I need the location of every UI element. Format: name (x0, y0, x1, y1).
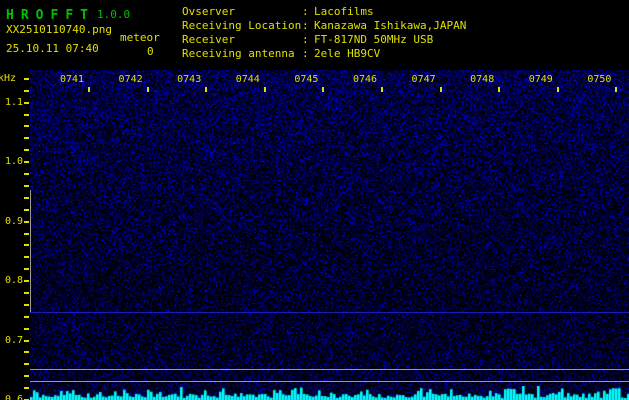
info-separator: : (302, 33, 309, 46)
y-axis-tick (24, 387, 29, 390)
app-title-letter-5: T (80, 8, 88, 23)
x-axis-time-label: 0748 (470, 74, 495, 85)
x-axis-tick (498, 87, 501, 92)
x-axis-time-label: 0745 (294, 74, 319, 85)
x-axis-tick (88, 87, 90, 92)
x-axis-tick (615, 87, 618, 92)
y-axis: kHz 1.1 1.0 0.9 0.8 0.7 0.6 (0, 70, 30, 400)
x-axis-time-label: 0747 (411, 74, 436, 85)
x-axis-tick (146, 87, 149, 92)
app-title-letter-1: R (20, 8, 29, 23)
y-axis-tick (24, 220, 29, 223)
y-axis-tick (24, 208, 29, 211)
y-axis-tick (24, 244, 29, 247)
y-axis-label: 0.9 (4, 215, 23, 227)
meteor-count-value: 0 (147, 45, 154, 58)
info-value: Lacofilms (314, 5, 374, 18)
noise-heatmap (30, 70, 629, 400)
info-value: 2ele HB9CV (314, 47, 381, 60)
app-version-label: 1.0.0 (96, 8, 131, 21)
y-axis-label: 0.8 (4, 275, 23, 287)
info-key: Receiving Location (182, 19, 302, 32)
y-axis-tick (24, 196, 29, 199)
amplitude-cursor-bar[interactable] (30, 190, 31, 312)
carrier-trace-line (30, 312, 629, 313)
x-axis-time-label: 0742 (118, 74, 143, 85)
y-axis-tick (24, 339, 29, 342)
info-value: FT-817ND 50MHz USB (314, 33, 434, 46)
x-axis-tick (381, 87, 383, 92)
y-axis-label: 1.0 (4, 156, 23, 168)
info-separator: : (302, 5, 309, 18)
app-title-letter-0: H (6, 8, 14, 23)
mode-label: meteor (120, 31, 160, 44)
y-axis-tick (24, 113, 29, 116)
info-separator: : (302, 47, 309, 60)
y-axis-tick (24, 291, 29, 294)
y-axis-tick (24, 232, 29, 235)
info-value: Kanazawa Ishikawa,JAPAN (314, 19, 467, 32)
x-axis-tick (322, 87, 325, 92)
y-axis-tick (24, 137, 29, 140)
header-panel: H R O F F T 1.0.0 XX2510110740.png 25.10.11 07… (0, 0, 629, 70)
y-axis-tick (24, 315, 29, 318)
y-axis-tick (24, 149, 29, 152)
y-axis-label: 0.7 (4, 334, 23, 346)
y-axis-tick (24, 303, 29, 306)
info-row: Receiver: FT-817ND 50MHz USB (182, 33, 466, 47)
info-row: Receiving Location: Kanazawa Ishikawa,JAP… (182, 19, 466, 33)
info-row: Receiving antenna:2ele HB9CV (182, 47, 466, 61)
y-axis-tick (24, 125, 29, 128)
y-axis-tick (24, 77, 29, 80)
x-axis-time-label: 0749 (528, 74, 553, 85)
y-axis-tick (24, 351, 29, 354)
y-axis-tick (24, 184, 29, 187)
y-axis-tick (24, 161, 29, 164)
y-axis-tick (24, 363, 29, 366)
y-axis-tick (24, 280, 29, 283)
info-row: Ovserver: Lacofilms (182, 5, 466, 19)
x-axis-tick (205, 87, 208, 92)
x-axis-time-label: 0741 (59, 74, 85, 85)
y-axis-unit-label: kHz (0, 73, 17, 84)
station-info-table: Ovserver: Lacofilms Receiving Location: Kan… (182, 5, 466, 61)
app-title-letter-3: F (50, 8, 59, 23)
y-axis-tick (24, 101, 29, 104)
x-axis-time-label: 0743 (177, 74, 202, 85)
x-axis-tick (439, 87, 442, 92)
y-axis-label: 0.6 (4, 394, 23, 400)
info-key: Ovserver (182, 5, 235, 18)
y-axis-tick (24, 375, 29, 378)
app-title: H R O F F T 1.0.0 (6, 4, 130, 23)
x-axis-time-label: 0746 (352, 74, 378, 85)
file-name-label: XX2510110740.png (6, 23, 112, 36)
x-axis-time-label: 0744 (235, 74, 260, 85)
reference-line-upper (30, 369, 629, 370)
y-axis-tick (24, 327, 29, 330)
app-title-letter-4: F (65, 8, 74, 23)
y-axis-label: 1.1 (4, 96, 23, 108)
y-axis-tick (24, 173, 29, 176)
spectrogram-panel: kHz 1.1 1.0 0.9 0.8 0.7 0.6 0741 0742 0743 0744 0… (0, 70, 629, 400)
y-axis-tick (24, 268, 29, 271)
x-axis-tick (263, 87, 266, 92)
signal-strength-histogram (30, 386, 629, 400)
y-axis-tick (24, 256, 29, 259)
spectrogram-plot-area[interactable] (30, 70, 629, 400)
y-axis-tick (24, 89, 29, 92)
info-key: Receiver (182, 33, 235, 46)
info-separator: : (302, 19, 309, 32)
info-key: Receiving antenna (182, 47, 295, 60)
app-title-letter-2: O (35, 8, 44, 23)
x-axis-tick (556, 87, 559, 92)
date-time-label: 25.10.11 07:40 (6, 42, 99, 55)
reference-line-lower (30, 381, 629, 382)
x-axis-time-label: 0750 (587, 74, 612, 85)
signal-strength-strip (30, 386, 629, 400)
